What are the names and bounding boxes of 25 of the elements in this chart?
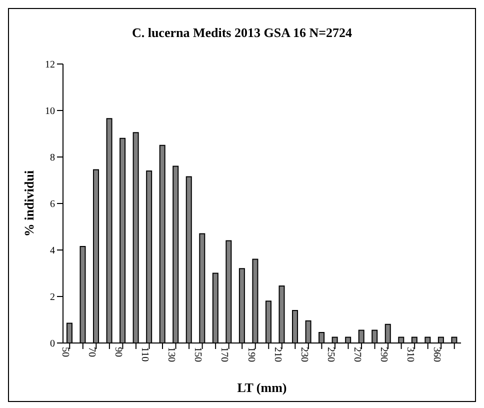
x-tick-label: 310 [404,347,416,362]
y-tick-label: 10 [45,106,55,118]
y-tick-label: 4 [50,246,55,257]
x-tick-label: 170 [218,347,230,362]
y-tick-label: 0 [50,338,55,350]
x-tick-label: 270 [351,347,362,362]
y-tick-label: 8 [50,152,55,164]
y-axis-title: % individui [22,170,37,237]
x-tick-label: 210 [272,347,283,362]
x-tick-label: 130 [166,347,177,362]
x-tick-label: 50 [60,347,71,357]
y-tick-label: 6 [50,199,55,210]
x-tick-label: 110 [139,347,150,362]
x-tick-label: 150 [192,347,204,362]
y-tick-label: 12 [45,60,55,71]
x-axis-title: LT (mm) [237,380,287,396]
x-tick-label: 190 [245,347,256,362]
chart-title: C. lucerna Medits 2013 GSA 16 N=2724 [130,25,354,41]
y-tick-label: 2 [50,292,55,304]
x-tick-label: 70 [86,347,98,357]
x-tick-label: 290 [378,347,389,362]
x-tick-label: 90 [112,347,124,357]
x-tick-label: 230 [298,347,310,362]
x-tick-label: 360 [431,347,442,362]
x-tick-label: 250 [324,347,336,362]
